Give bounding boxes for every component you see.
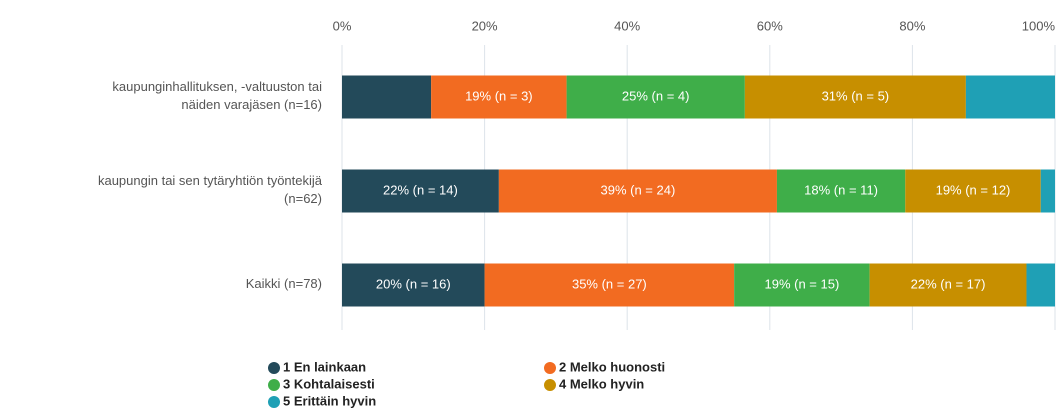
bar-label: 22% (n = 14) xyxy=(383,182,458,197)
bar-segment xyxy=(744,75,966,119)
x-tick-label: 0% xyxy=(333,18,352,33)
bar-segment xyxy=(484,263,735,307)
legend-label: 4 Melko hyvin xyxy=(559,376,644,391)
category-label: kaupunginhallituksen, -valtuuston tai näi… xyxy=(112,79,322,112)
x-tick-label: 80% xyxy=(899,18,925,33)
bar-segment xyxy=(342,263,485,307)
bar-segment xyxy=(342,169,499,213)
bar-label: 25% (n = 4) xyxy=(622,88,690,103)
bar-segment xyxy=(498,169,777,213)
bar-label: 19% (n = 15) xyxy=(764,276,839,291)
bar-label: 19% (n = 12) xyxy=(936,182,1011,197)
bar-segment xyxy=(1040,169,1055,213)
bar-label: 18% (n = 11) xyxy=(804,182,878,197)
bar-segment xyxy=(342,75,432,119)
x-tick-label: 100% xyxy=(1022,18,1056,33)
bar-label: 35% (n = 27) xyxy=(572,276,647,291)
x-tick-label: 40% xyxy=(614,18,640,33)
bar-label: 19% (n = 3) xyxy=(465,88,533,103)
category-label: Kaikki (n=78) xyxy=(246,276,322,291)
legend-label: 2 Melko huonosti xyxy=(559,359,665,374)
bar-segment xyxy=(965,75,1055,119)
bar-label: 20% (n = 16) xyxy=(376,276,451,291)
x-tick-label: 60% xyxy=(757,18,783,33)
category-label: kaupungin tai sen tytäryhtiön työntekijä… xyxy=(98,173,323,206)
legend-label: 5 Erittäin hyvin xyxy=(283,393,376,408)
legend-marker xyxy=(544,362,556,374)
bar-segment xyxy=(776,169,906,213)
bar-label: 31% (n = 5) xyxy=(822,88,890,103)
legend-marker xyxy=(268,396,280,408)
legend-marker xyxy=(544,379,556,391)
legend-marker xyxy=(268,379,280,391)
bar-segment xyxy=(734,263,870,307)
bar-segment xyxy=(905,169,1041,213)
bar-label: 39% (n = 24) xyxy=(600,182,675,197)
bar-label: 22% (n = 17) xyxy=(911,276,986,291)
legend-marker xyxy=(268,362,280,374)
x-tick-label: 20% xyxy=(472,18,498,33)
bar-segment xyxy=(1026,263,1055,307)
bar-segment xyxy=(431,75,567,119)
bar-segment xyxy=(566,75,745,119)
bar-segment xyxy=(869,263,1027,307)
legend-label: 3 Kohtalaisesti xyxy=(283,376,375,391)
legend-label: 1 En lainkaan xyxy=(283,359,366,374)
